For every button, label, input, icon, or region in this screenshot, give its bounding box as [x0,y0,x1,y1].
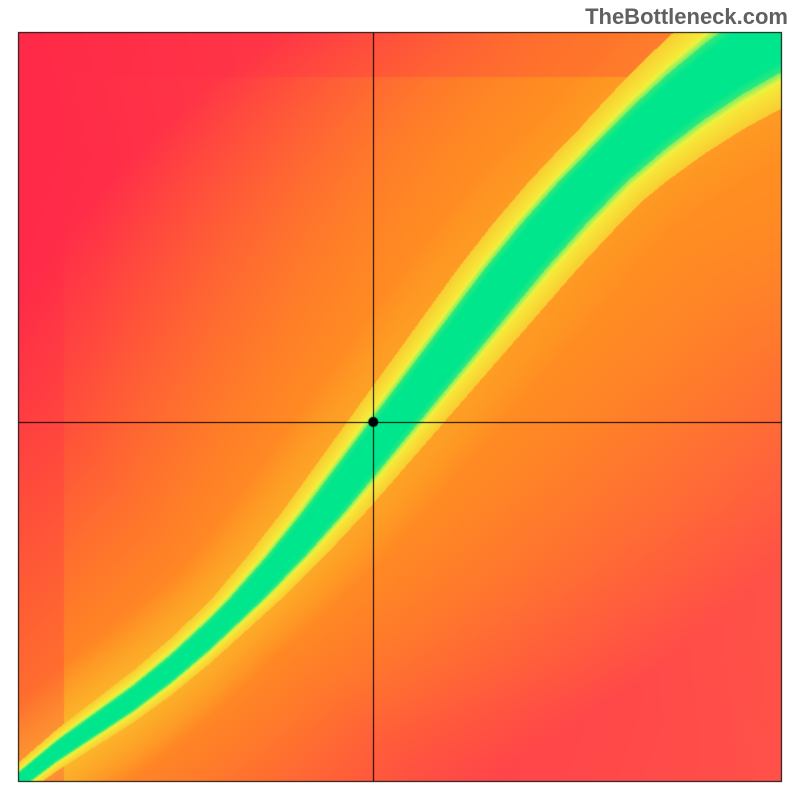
watermark-text: TheBottleneck.com [585,4,788,30]
chart-container: TheBottleneck.com [0,0,800,800]
bottleneck-heatmap [0,0,800,800]
